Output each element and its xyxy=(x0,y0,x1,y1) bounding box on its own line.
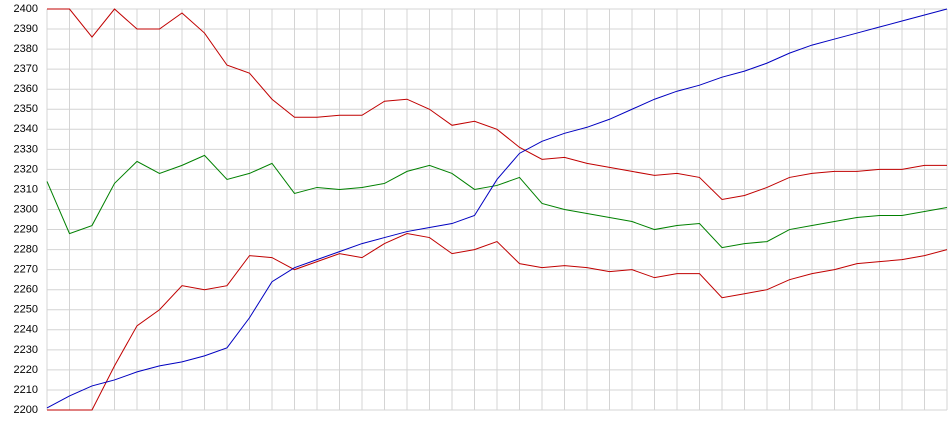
series-line xyxy=(46,154,948,249)
y-tick-label: 2320 xyxy=(14,163,38,175)
y-tick-label: 2230 xyxy=(14,344,38,356)
y-tick-label: 2370 xyxy=(14,63,38,75)
y-tick-label: 2240 xyxy=(14,324,38,336)
y-tick-label: 2290 xyxy=(14,223,38,235)
y-tick-label: 2350 xyxy=(14,103,38,115)
y-tick-label: 2200 xyxy=(14,404,38,416)
y-tick-label: 2250 xyxy=(14,304,38,316)
y-tick-label: 2400 xyxy=(14,3,38,15)
y-tick-label: 2390 xyxy=(14,23,38,35)
y-tick-label: 2330 xyxy=(14,143,38,155)
y-tick-label: 2340 xyxy=(14,123,38,135)
y-tick-label: 2310 xyxy=(14,183,38,195)
y-tick-label: 2260 xyxy=(14,284,38,296)
y-tick-label: 2360 xyxy=(14,83,38,95)
y-tick-label: 2380 xyxy=(14,43,38,55)
series-line xyxy=(46,8,948,409)
series-line xyxy=(47,233,948,411)
y-tick-label: 2280 xyxy=(14,244,38,256)
y-tick-label: 2270 xyxy=(14,264,38,276)
series-line xyxy=(47,8,947,201)
y-tick-label: 2220 xyxy=(14,364,38,376)
y-tick-label: 2210 xyxy=(14,384,38,396)
y-tick-label: 2300 xyxy=(14,203,38,215)
